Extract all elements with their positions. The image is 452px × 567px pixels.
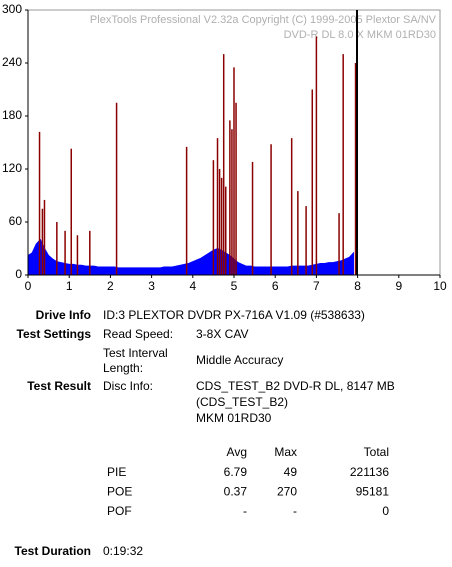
y-tick-label: 300 [2,2,22,16]
row-label: PIE [107,465,126,479]
value: (CDS_TEST_B2) [196,395,288,409]
value: CDS_TEST_B2 DVD-R DL, 8147 MB [196,379,395,393]
x-tick-label: 0 [25,279,32,293]
value: 0:19:32 [103,544,143,558]
x-tick-label: 8 [354,279,361,293]
y-tick-label: 0 [15,267,22,281]
label: Test Duration [15,544,91,558]
value: MKM 01RD30 [196,411,272,425]
label: Test Result [27,379,91,393]
x-tick-label: 4 [189,279,196,293]
x-tick-label: 6 [272,279,279,293]
cell: 0.37 [224,485,248,499]
pie-area [27,238,354,276]
value: Middle Accuracy [196,353,283,367]
x-tick-label: 10 [433,279,447,293]
row-label: POF [107,504,132,518]
cell: 49 [284,465,298,479]
x-tick-label: 9 [395,279,402,293]
y-tick-label: 120 [2,161,22,175]
x-tick-label: 7 [313,279,320,293]
y-tick-label: 60 [9,214,23,228]
column-header: Avg [227,445,247,459]
row-label: POE [107,485,132,499]
watermark: PlexTools Professional V2.32a Copyright … [90,14,437,26]
label: Test Settings [17,327,92,341]
x-tick-label: 5 [231,279,238,293]
cell: - [293,504,297,518]
column-header: Max [274,445,297,459]
cell: 0 [382,504,389,518]
value: 3-8X CAV [196,327,248,341]
x-tick-label: 1 [66,279,73,293]
cell: 95181 [356,485,390,499]
cell: 221136 [350,465,389,479]
label: Length: [103,361,143,375]
x-tick-label: 2 [107,279,114,293]
label: Test Interval [103,346,168,360]
value: ID:3 PLEXTOR DVDR PX-716A V1.09 (#538633… [103,308,365,322]
label: Drive Info [36,308,91,322]
watermark: DVD-R DL 8.0 X MKM 01RD30 [284,29,436,41]
label: Read Speed: [103,327,173,341]
cell: 6.79 [224,465,248,479]
cell: - [243,504,247,518]
y-tick-label: 180 [2,108,22,122]
x-tick-label: 3 [148,279,155,293]
y-tick-label: 240 [2,55,22,69]
cell: 270 [277,485,297,499]
label: Disc Info: [103,379,153,393]
column-header: Total [364,445,389,459]
